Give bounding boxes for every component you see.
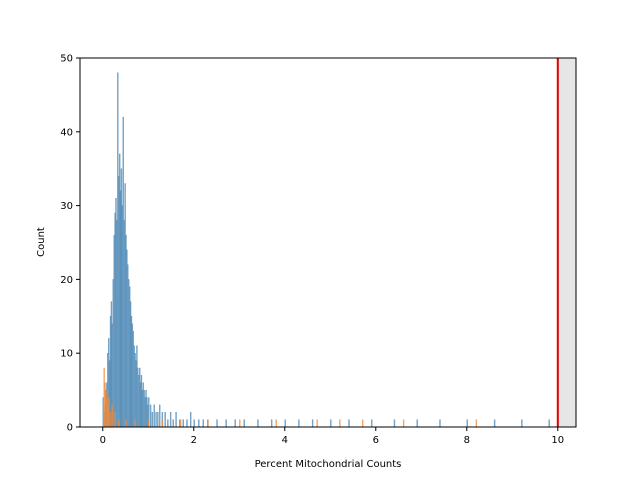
histogram-bar — [330, 419, 332, 428]
histogram-bar — [175, 412, 177, 428]
histogram-bar — [348, 419, 350, 428]
histogram-bar — [316, 419, 318, 428]
histogram-bar — [193, 419, 195, 428]
x-tick-label: 10 — [551, 435, 564, 446]
bars-layer — [102, 72, 550, 428]
plot-background — [80, 58, 576, 427]
histogram-bar — [118, 419, 120, 428]
histogram-bar — [234, 419, 236, 428]
histogram-bar — [189, 412, 192, 428]
histogram-bar — [114, 412, 116, 428]
histogram-bar — [207, 419, 209, 428]
histogram-bar — [198, 419, 200, 428]
histogram-bar — [151, 412, 154, 428]
x-tick-label: 8 — [464, 435, 470, 446]
y-tick-label: 20 — [60, 275, 73, 286]
histogram-bar — [416, 419, 418, 428]
x-tick-label: 4 — [282, 435, 288, 446]
histogram-bar — [172, 419, 174, 428]
histogram-bar — [311, 419, 314, 428]
histogram-bar — [148, 419, 150, 428]
histogram-bar — [339, 419, 341, 428]
shaded-region-layer — [557, 58, 576, 427]
histogram-bar — [284, 419, 286, 428]
x-axis-ticks: 0 2 4 6 8 10 — [100, 427, 564, 446]
histogram-bar — [275, 419, 277, 428]
histogram-bar — [202, 419, 205, 428]
histogram-bar — [179, 419, 182, 428]
histogram-bar — [466, 419, 468, 428]
histogram-bar — [153, 404, 155, 428]
y-axis-label: Count — [36, 227, 47, 257]
histogram-bar — [361, 419, 364, 428]
histogram-bar — [402, 419, 405, 428]
x-tick-label: 6 — [373, 435, 379, 446]
histogram-bar — [521, 419, 523, 428]
x-tick-label: 0 — [100, 435, 106, 446]
histogram-bar — [439, 419, 441, 428]
histogram-bar — [239, 419, 241, 428]
histogram-bar — [125, 419, 127, 428]
histogram-bar — [298, 419, 300, 428]
y-tick-label: 40 — [60, 127, 73, 138]
x-axis-label: Percent Mitochondrial Counts — [255, 459, 402, 470]
histogram-bar — [371, 419, 373, 428]
histogram-bar — [109, 412, 112, 428]
histogram-bar — [149, 404, 152, 428]
histogram-bar — [167, 419, 169, 428]
histogram-bar — [186, 419, 188, 428]
y-tick-label: 0 — [67, 423, 73, 434]
histogram-bar — [169, 412, 172, 428]
plot-frame — [79, 57, 577, 428]
histogram-bar — [548, 419, 550, 428]
histogram-bar — [475, 419, 478, 428]
histogram-bar — [164, 412, 166, 428]
histogram-bar — [216, 419, 218, 428]
y-axis-ticks: 0 10 20 30 40 50 — [60, 54, 80, 434]
histogram-bar — [493, 419, 496, 428]
histogram-bar — [155, 412, 157, 428]
histogram-bar — [270, 419, 273, 428]
histogram-bar — [159, 404, 161, 428]
histogram-bar — [157, 412, 159, 428]
y-tick-label: 10 — [60, 349, 73, 360]
histogram-bar — [393, 419, 396, 428]
y-tick-label: 50 — [60, 54, 73, 65]
excluded-region — [557, 58, 576, 427]
histogram-bar — [225, 419, 227, 428]
histogram-bar — [134, 419, 136, 428]
histogram-bar — [111, 404, 114, 428]
y-tick-label: 30 — [60, 201, 73, 212]
histogram-bar — [108, 397, 110, 428]
x-tick-label: 2 — [191, 435, 197, 446]
histogram-bar — [182, 419, 184, 428]
histogram-bar — [257, 419, 259, 428]
histogram-bar — [161, 419, 164, 428]
histogram-bar — [243, 419, 245, 428]
